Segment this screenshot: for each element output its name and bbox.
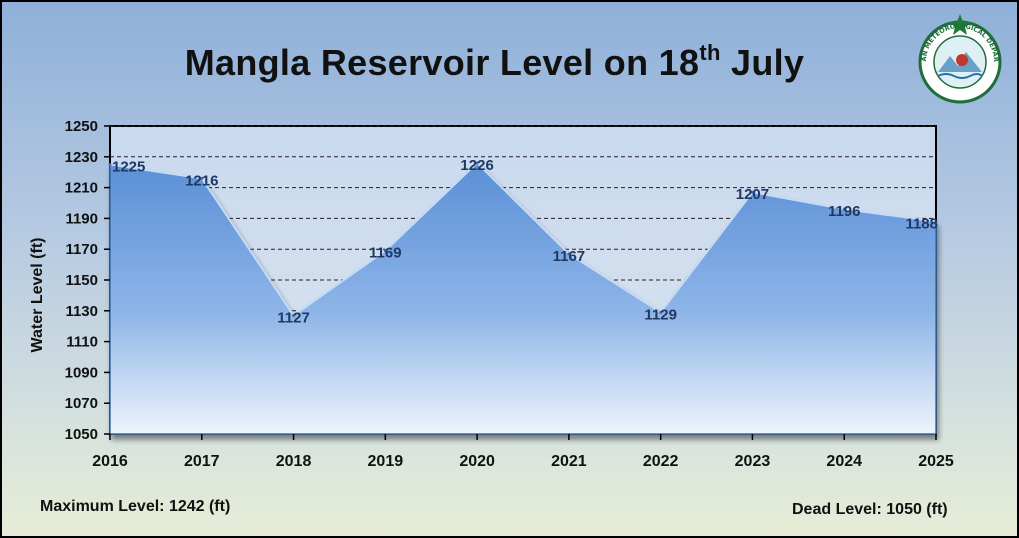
x-tick-label: 2021 — [551, 453, 587, 470]
y-tick-label: 1090 — [65, 364, 98, 381]
y-tick-label: 1130 — [65, 303, 98, 320]
data-point-2021 — [567, 252, 571, 256]
title-suffix: July — [731, 42, 805, 83]
x-tick-label: 2016 — [92, 453, 128, 470]
logo-wave-icon — [937, 73, 983, 79]
y-tick-label: 1230 — [65, 149, 98, 166]
y-tick-label: 1070 — [65, 395, 98, 412]
dead-level-value: 1050 (ft) — [886, 501, 948, 518]
chart-title: Mangla Reservoir Level on 18th July — [2, 42, 987, 84]
data-label-2017: 1216 — [185, 172, 218, 189]
maximum-level-note: Maximum Level: 1242 (ft) — [40, 498, 230, 516]
data-point-2019 — [383, 249, 387, 253]
data-label-2018: 1127 — [277, 309, 310, 326]
x-tick-label: 2023 — [735, 453, 771, 470]
data-label-2020: 1226 — [460, 157, 493, 174]
x-tick-label: 2022 — [643, 453, 679, 470]
area-series — [108, 161, 938, 435]
data-label-2021: 1167 — [553, 248, 586, 265]
x-tick-label: 2020 — [459, 453, 495, 470]
data-point-2023 — [750, 190, 754, 194]
maximum-level-value: 1242 (ft) — [168, 498, 231, 515]
dead-level-label: Dead Level: — [792, 501, 882, 518]
data-label-2019: 1169 — [369, 245, 402, 262]
data-label-2024: 1196 — [828, 203, 861, 220]
area-top-edge — [109, 161, 937, 317]
data-labels: 1225 1216 1127 1169 1226 1167 1129 1207 1196 1188 — [112, 157, 938, 326]
y-axis-label: Water Level (ft) — [29, 238, 46, 353]
y-tick-label: 1210 — [65, 180, 98, 197]
data-label-2022: 1129 — [644, 306, 677, 323]
logo-star-icon — [949, 14, 971, 35]
data-point-2024 — [842, 207, 846, 211]
maximum-level-label: Maximum Level: — [40, 498, 165, 515]
pmd-logo: PAKISTAN METEOROLOGICAL DEPARTMENT — [912, 10, 1002, 104]
y-tick-label: 1250 — [65, 118, 98, 135]
data-label-2016: 1225 — [112, 159, 145, 176]
y-tick-label: 1170 — [65, 241, 98, 258]
data-point-2018 — [292, 313, 296, 317]
dead-level-note: Dead Level: 1050 (ft) — [792, 501, 948, 519]
x-tick-label: 2019 — [368, 453, 404, 470]
y-tick-label: 1050 — [65, 426, 98, 443]
title-superscript: th — [699, 40, 721, 65]
x-tick-label: 2017 — [184, 453, 220, 470]
data-label-2025: 1188 — [905, 215, 938, 232]
data-point-2016 — [108, 163, 112, 166]
x-tick-label: 2024 — [826, 453, 862, 470]
y-tick-label: 1110 — [66, 334, 98, 351]
x-axis: 2016 2017 2018 2019 2020 2021 2022 2023 2024 2025 — [92, 434, 954, 470]
x-tick-label: 2025 — [918, 453, 954, 470]
data-label-2023: 1207 — [736, 186, 769, 203]
data-point-2020 — [475, 161, 479, 165]
data-point-2017 — [200, 176, 204, 180]
data-point-2022 — [659, 310, 663, 314]
title-main: Mangla Reservoir Level on 18 — [184, 42, 700, 83]
y-tick-label: 1150 — [65, 272, 98, 289]
logo-mountain-icon — [938, 52, 982, 72]
y-axis: 1050 1070 1090 1110 1130 1150 1170 1190 1210 1230… — [65, 118, 110, 443]
logo-emblem-icon — [956, 54, 968, 66]
y-tick-label: 1190 — [65, 210, 98, 227]
x-tick-label: 2018 — [276, 453, 312, 470]
data-point-2025 — [934, 219, 938, 223]
